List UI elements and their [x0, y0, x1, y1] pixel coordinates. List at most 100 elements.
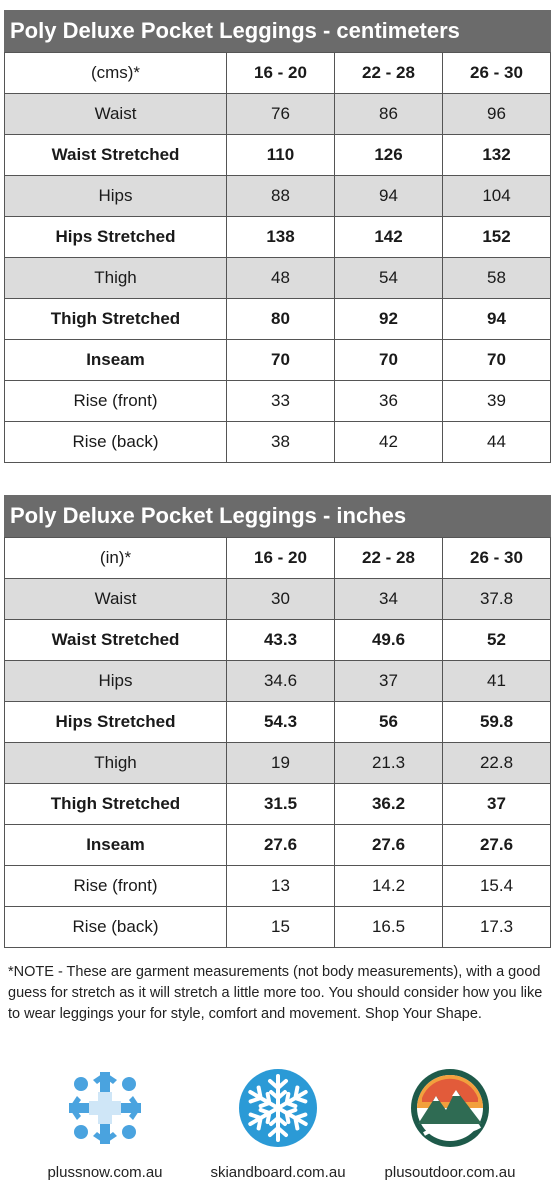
- inch-measurement-value: 27.6: [334, 824, 443, 866]
- cm-measurement-value: 86: [334, 93, 443, 135]
- inch-size-header: 22 - 28: [334, 537, 443, 579]
- inch-measurement-value: 15: [226, 906, 335, 948]
- inch-measurement-row: Hips 34.6 37 41: [4, 660, 551, 702]
- plus-snowflake-icon: [69, 1072, 141, 1144]
- inch-measurement-value: 59.8: [442, 701, 551, 743]
- inch-measurement-label: Thigh: [4, 742, 227, 784]
- skiandboard-label: skiandboard.com.au: [210, 1164, 346, 1181]
- cm-measurement-value: 42: [334, 421, 443, 463]
- inch-measurement-label: Waist: [4, 578, 227, 620]
- cm-header-row: (cms)* 16 - 20 22 - 28 26 - 30: [4, 52, 551, 94]
- cm-measurement-label: Hips Stretched: [4, 216, 227, 258]
- inch-measurement-row: Waist 30 34 37.8: [4, 578, 551, 620]
- inch-measurement-value: 13: [226, 865, 335, 907]
- cm-measurement-value: 70: [226, 339, 335, 381]
- inch-size-header: 26 - 30: [442, 537, 551, 579]
- cm-measurement-value: 138: [226, 216, 335, 258]
- plusoutdoor-logo[interactable]: plusoutdoor.com.au: [365, 1068, 535, 1181]
- cm-measurement-row: Inseam 70 70 70: [4, 339, 551, 381]
- cm-measurement-value: 152: [442, 216, 551, 258]
- inch-size-table: (in)* 16 - 20 22 - 28 26 - 30 Waist 30 34 37.8 W…: [4, 537, 551, 948]
- cm-measurement-value: 58: [442, 257, 551, 299]
- cm-measurement-value: 104: [442, 175, 551, 217]
- inch-table-body: (in)* 16 - 20 22 - 28 26 - 30 Waist 30 34 37.8 W…: [4, 537, 551, 948]
- inch-measurement-label: Rise (back): [4, 906, 227, 948]
- plusoutdoor-label: plusoutdoor.com.au: [384, 1164, 516, 1181]
- inch-measurement-value: 37: [442, 783, 551, 825]
- inch-measurement-value: 37.8: [442, 578, 551, 620]
- inch-measurement-value: 19: [226, 742, 335, 784]
- inch-header-row: (in)* 16 - 20 22 - 28 26 - 30: [4, 537, 551, 579]
- mountain-badge-icon: [411, 1069, 489, 1147]
- cm-measurement-value: 76: [226, 93, 335, 135]
- inch-measurement-row: Rise (front) 13 14.2 15.4: [4, 865, 551, 907]
- cm-measurement-row: Rise (front) 33 36 39: [4, 380, 551, 422]
- inch-measurement-value: 49.6: [334, 619, 443, 661]
- inch-measurement-label: Hips Stretched: [4, 701, 227, 743]
- inch-measurement-label: Hips: [4, 660, 227, 702]
- inch-size-header: 16 - 20: [226, 537, 335, 579]
- cm-measurement-value: 94: [334, 175, 443, 217]
- inch-measurement-value: 52: [442, 619, 551, 661]
- inch-measurement-label: Inseam: [4, 824, 227, 866]
- cm-measurement-row: Thigh Stretched 80 92 94: [4, 298, 551, 340]
- cm-measurement-value: 94: [442, 298, 551, 340]
- inch-measurement-value: 15.4: [442, 865, 551, 907]
- cm-measurement-label: Inseam: [4, 339, 227, 381]
- measurement-note: *NOTE - These are garment measurements (…: [8, 964, 543, 1022]
- inch-measurement-row: Inseam 27.6 27.6 27.6: [4, 824, 551, 866]
- cm-unit-header: (cms)*: [4, 52, 227, 94]
- inch-measurement-value: 22.8: [442, 742, 551, 784]
- inch-measurement-label: Rise (front): [4, 865, 227, 907]
- cm-measurement-label: Thigh Stretched: [4, 298, 227, 340]
- inch-measurement-value: 17.3: [442, 906, 551, 948]
- cm-measurement-value: 142: [334, 216, 443, 258]
- cm-measurement-label: Waist: [4, 93, 227, 135]
- cm-measurement-value: 33: [226, 380, 335, 422]
- cm-chart-title: Poly Deluxe Pocket Leggings - centimeter…: [4, 10, 551, 52]
- brand-logos: plussnow.com.au skiandboard.com.au: [0, 1068, 558, 1200]
- inch-chart-title: Poly Deluxe Pocket Leggings - inches: [4, 495, 551, 537]
- inch-unit-header: (in)*: [4, 537, 227, 579]
- cm-measurement-label: Rise (front): [4, 380, 227, 422]
- inch-measurement-value: 43.3: [226, 619, 335, 661]
- cm-measurement-value: 36: [334, 380, 443, 422]
- cm-measurement-label: Thigh: [4, 257, 227, 299]
- cm-measurement-row: Hips 88 94 104: [4, 175, 551, 217]
- inch-measurement-row: Rise (back) 15 16.5 17.3: [4, 906, 551, 948]
- inch-measurement-value: 37: [334, 660, 443, 702]
- cm-measurement-row: Hips Stretched 138 142 152: [4, 216, 551, 258]
- cm-table-body: (cms)* 16 - 20 22 - 28 26 - 30 Waist 76 86 96 Wa…: [4, 52, 551, 463]
- inch-measurement-row: Waist Stretched 43.3 49.6 52: [4, 619, 551, 661]
- cm-measurement-value: 80: [226, 298, 335, 340]
- inch-measurement-row: Hips Stretched 54.3 56 59.8: [4, 701, 551, 743]
- cm-measurement-value: 70: [334, 339, 443, 381]
- cm-measurement-label: Hips: [4, 175, 227, 217]
- inch-measurement-row: Thigh 19 21.3 22.8: [4, 742, 551, 784]
- inch-measurement-row: Thigh Stretched 31.5 36.2 37: [4, 783, 551, 825]
- cm-measurement-value: 126: [334, 134, 443, 176]
- cm-measurement-label: Waist Stretched: [4, 134, 227, 176]
- inch-measurement-value: 41: [442, 660, 551, 702]
- cm-measurement-value: 39: [442, 380, 551, 422]
- inch-measurement-value: 16.5: [334, 906, 443, 948]
- cm-measurement-value: 92: [334, 298, 443, 340]
- plussnow-logo[interactable]: plussnow.com.au: [20, 1068, 190, 1181]
- skiandboard-logo[interactable]: skiandboard.com.au: [193, 1068, 363, 1181]
- inch-measurement-label: Waist Stretched: [4, 619, 227, 661]
- cm-size-chart: Poly Deluxe Pocket Leggings - centimeter…: [4, 10, 551, 463]
- cm-measurement-label: Rise (back): [4, 421, 227, 463]
- inch-measurement-value: 34.6: [226, 660, 335, 702]
- inch-measurement-value: 31.5: [226, 783, 335, 825]
- plussnow-label: plussnow.com.au: [47, 1164, 163, 1181]
- inch-measurement-value: 54.3: [226, 701, 335, 743]
- inch-measurement-label: Thigh Stretched: [4, 783, 227, 825]
- cm-size-header: 26 - 30: [442, 52, 551, 94]
- cm-measurement-value: 48: [226, 257, 335, 299]
- cm-measurement-row: Thigh 48 54 58: [4, 257, 551, 299]
- snowflake-badge-icon: [239, 1069, 317, 1147]
- cm-measurement-value: 132: [442, 134, 551, 176]
- inch-measurement-value: 36.2: [334, 783, 443, 825]
- cm-measurement-value: 96: [442, 93, 551, 135]
- cm-measurement-value: 38: [226, 421, 335, 463]
